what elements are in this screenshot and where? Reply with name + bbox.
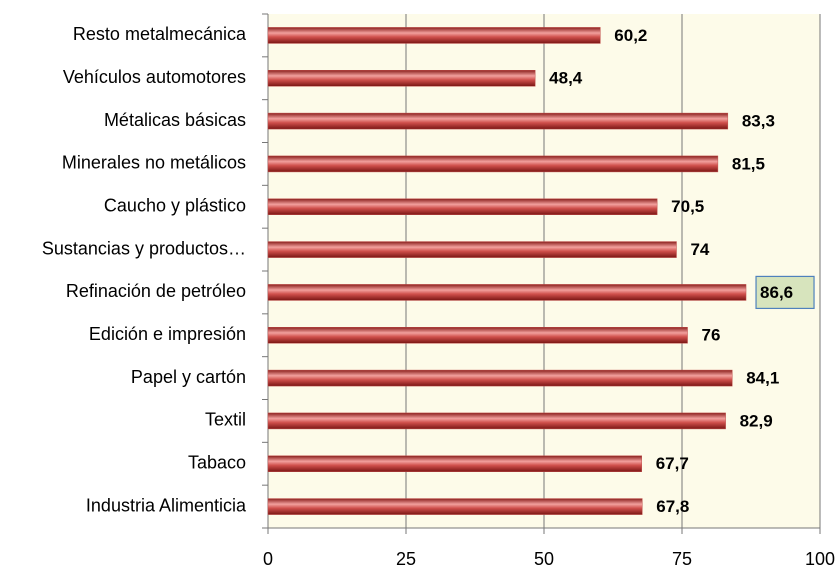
- x-tick-label: 0: [263, 549, 273, 569]
- y-tick-label: Métalicas básicas: [104, 110, 246, 130]
- bar: [267, 70, 536, 87]
- bar: [267, 327, 688, 344]
- bar: [267, 112, 729, 130]
- bar: [267, 27, 601, 44]
- bar: [267, 241, 677, 258]
- bar: [267, 412, 726, 430]
- value-label: 67,7: [656, 454, 689, 473]
- y-tick-label: Industria Alimenticia: [86, 495, 247, 515]
- value-label: 67,8: [656, 497, 689, 516]
- x-tick-label: 75: [672, 549, 692, 569]
- y-tick-label: Refinación de petróleo: [66, 281, 246, 301]
- value-label: 86,6: [760, 283, 793, 302]
- value-label: 48,4: [549, 69, 583, 88]
- bar: [267, 198, 658, 215]
- value-label: 70,5: [671, 197, 704, 216]
- value-label: 76: [702, 326, 721, 345]
- bar: [267, 284, 747, 301]
- value-label: 81,5: [732, 154, 765, 173]
- value-label-box: [755, 275, 815, 310]
- bar: [267, 369, 733, 387]
- x-tick-label: 50: [534, 549, 554, 569]
- value-label: 84,1: [746, 369, 779, 388]
- bar: [267, 455, 642, 472]
- x-tick-label: 25: [396, 549, 416, 569]
- y-tick-label: Textil: [205, 410, 246, 430]
- y-tick-label: Resto metalmecánica: [73, 24, 247, 44]
- y-tick-label: Tabaco: [188, 453, 246, 473]
- y-tick-label: Papel y cartón: [131, 367, 246, 387]
- bar: [267, 155, 719, 173]
- bar: [267, 498, 643, 515]
- value-label: 60,2: [614, 26, 647, 45]
- x-tick-label: 100: [805, 549, 835, 569]
- y-tick-label: Vehículos automotores: [63, 67, 246, 87]
- value-label: 83,3: [742, 112, 775, 131]
- y-tick-label: Minerales no metálicos: [62, 153, 246, 173]
- value-label: 82,9: [740, 411, 773, 430]
- y-tick-label: Caucho y plástico: [104, 196, 246, 216]
- value-label: 74: [690, 240, 709, 259]
- y-tick-label: Edición e impresión: [89, 324, 246, 344]
- y-tick-label: Sustancias y productos…: [42, 238, 246, 258]
